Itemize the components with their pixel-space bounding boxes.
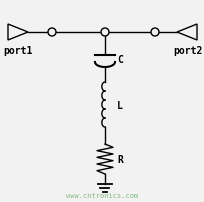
Text: port1: port1 <box>3 46 32 56</box>
Text: port2: port2 <box>172 46 202 56</box>
Circle shape <box>48 29 56 37</box>
Text: C: C <box>116 55 122 65</box>
Circle shape <box>101 29 109 37</box>
Text: L: L <box>116 101 122 110</box>
Text: R: R <box>116 154 122 164</box>
Circle shape <box>150 29 158 37</box>
Text: www.cntronics.com: www.cntronics.com <box>65 192 137 198</box>
